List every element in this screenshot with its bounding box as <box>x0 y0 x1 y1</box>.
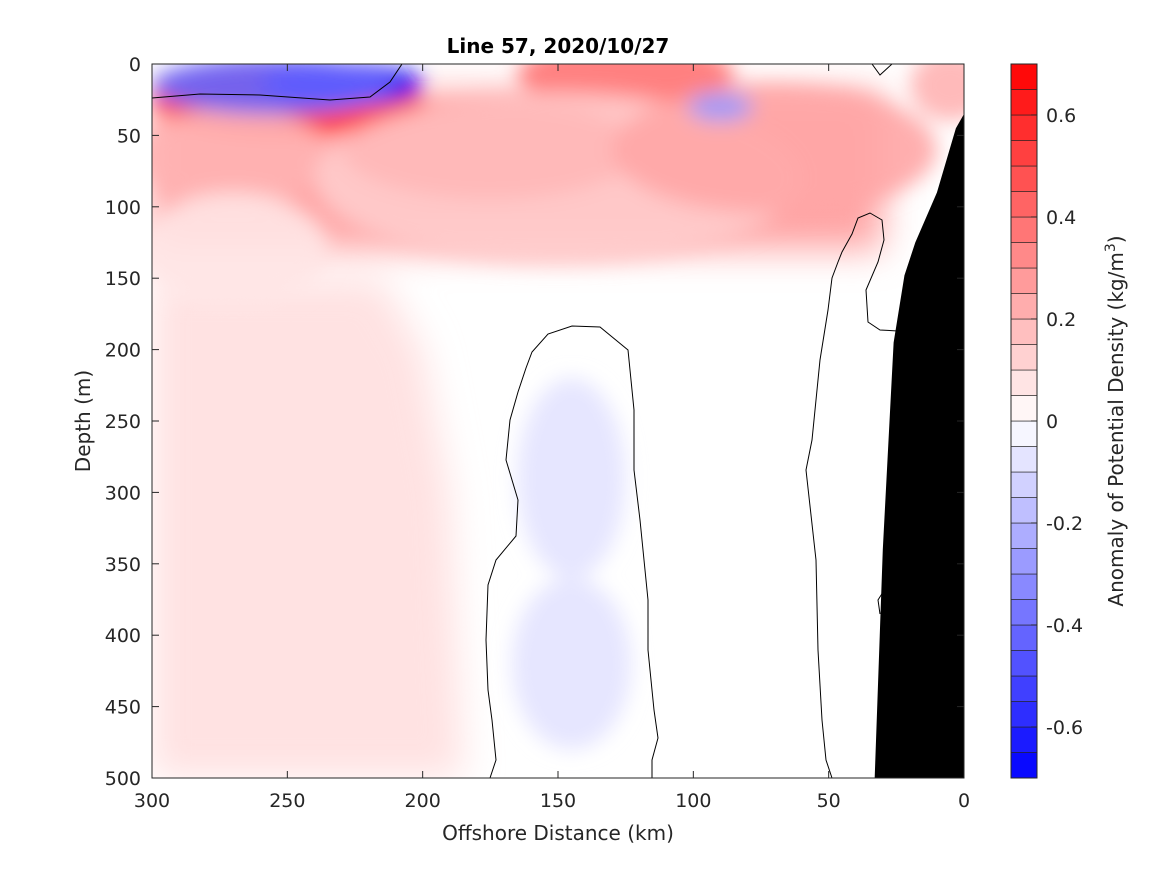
zero-contour-small <box>871 64 893 76</box>
colorbar-label-superscript: 3 <box>1103 243 1119 252</box>
zero-contour-deep-tongue <box>485 325 659 778</box>
x-tick-label: 300 <box>134 790 170 812</box>
colorbar-swatch <box>1010 344 1038 371</box>
colorbar: -0.6 -0.4 -0.2 0 0.2 0.4 0.6 Anomaly of Potent… <box>1010 63 1128 779</box>
anomaly-feature <box>612 85 937 214</box>
anomaly-feature <box>152 64 396 114</box>
y-tick-label: 400 <box>105 625 141 647</box>
colorbar-tick-label: -0.2 <box>1046 513 1083 535</box>
y-tick-label: 350 <box>105 554 141 576</box>
density-anomaly-features <box>152 64 964 750</box>
colorbar-tick-label: 0.6 <box>1046 105 1076 127</box>
colorbar-swatch <box>1010 369 1038 396</box>
bathymetry-shelf <box>874 113 964 778</box>
y-tick-label: 50 <box>117 125 141 147</box>
zero-contour-slope <box>805 212 899 778</box>
colorbar-label: Anomaly of Potential Density (kg/m3) <box>1103 235 1128 606</box>
y-tick-label: 150 <box>105 268 141 290</box>
colorbar-swatch <box>1010 701 1038 728</box>
colorbar-label-main: Anomaly of Potential Density (kg/m <box>1104 252 1128 606</box>
colorbar-swatch <box>1010 446 1038 473</box>
y-tick-label: 100 <box>105 197 141 219</box>
colorbar-ticks: -0.6 -0.4 -0.2 0 0.2 0.4 0.6 <box>1031 105 1083 739</box>
x-axis-label: Offshore Distance (km) <box>442 821 674 845</box>
colorbar-swatch <box>1010 318 1038 345</box>
colorbar-swatch <box>1010 471 1038 498</box>
positive-anomaly-offshore <box>152 278 464 778</box>
colorbar-swatch <box>1010 726 1038 753</box>
x-tick-label: 150 <box>540 790 576 812</box>
y-axis-label: Depth (m) <box>71 370 95 472</box>
density-field <box>152 64 964 778</box>
colorbar-swatch <box>1010 752 1038 779</box>
y-tick-label: 500 <box>105 768 141 790</box>
colorbar-swatch <box>1010 293 1038 320</box>
colorbar-swatch <box>1010 242 1038 269</box>
colorbar-swatch <box>1010 522 1038 549</box>
y-tick-label: 250 <box>105 411 141 433</box>
anomaly-feature <box>687 92 753 122</box>
colorbar-label-close: ) <box>1104 235 1128 243</box>
colorbar-swatch <box>1010 216 1038 243</box>
colorbar-swatch <box>1010 140 1038 167</box>
colorbar-tick-label: -0.4 <box>1046 615 1083 637</box>
colorbar-swatch <box>1010 548 1038 575</box>
colorbar-swatch <box>1010 267 1038 294</box>
anomaly-feature <box>517 378 626 579</box>
y-tick-label: 450 <box>105 697 141 719</box>
colorbar-tick-label: 0.4 <box>1046 207 1076 229</box>
colorbar-swatches <box>1010 63 1038 779</box>
colorbar-swatch <box>1010 420 1038 447</box>
colorbar-swatch <box>1010 114 1038 141</box>
y-tick-label: 200 <box>105 340 141 362</box>
plot-area <box>151 63 965 779</box>
anomaly-feature <box>152 106 328 207</box>
colorbar-swatch <box>1010 63 1038 90</box>
y-tick-label: 0 <box>129 54 141 76</box>
x-tick-label: 100 <box>675 790 711 812</box>
colorbar-swatch <box>1010 650 1038 677</box>
x-tick-label: 50 <box>817 790 841 812</box>
chart-title: Line 57, 2020/10/27 <box>447 34 670 58</box>
colorbar-swatch <box>1010 497 1038 524</box>
x-axis: 300 250 200 150 100 50 0 <box>134 64 970 812</box>
anomaly-feature <box>511 578 632 750</box>
anomaly-feature <box>909 64 964 122</box>
colorbar-swatch <box>1010 165 1038 192</box>
colorbar-swatch <box>1010 395 1038 422</box>
x-tick-label: 0 <box>958 790 970 812</box>
colorbar-swatch <box>1010 624 1038 651</box>
y-tick-label: 300 <box>105 482 141 504</box>
colorbar-swatch <box>1010 573 1038 600</box>
y-axis: 0 50 100 150 200 250 300 350 400 450 500 <box>105 54 964 790</box>
colorbar-swatch <box>1010 89 1038 116</box>
x-tick-label: 250 <box>269 790 305 812</box>
colorbar-tick-label: 0 <box>1046 411 1058 433</box>
colorbar-swatch <box>1010 191 1038 218</box>
x-tick-label: 200 <box>405 790 441 812</box>
colorbar-swatch <box>1010 675 1038 702</box>
anomaly-feature <box>152 192 328 307</box>
colorbar-tick-label: -0.6 <box>1046 717 1083 739</box>
zero-contour-surface <box>152 64 403 101</box>
colorbar-swatch <box>1010 599 1038 626</box>
colorbar-tick-label: 0.2 <box>1046 309 1076 331</box>
